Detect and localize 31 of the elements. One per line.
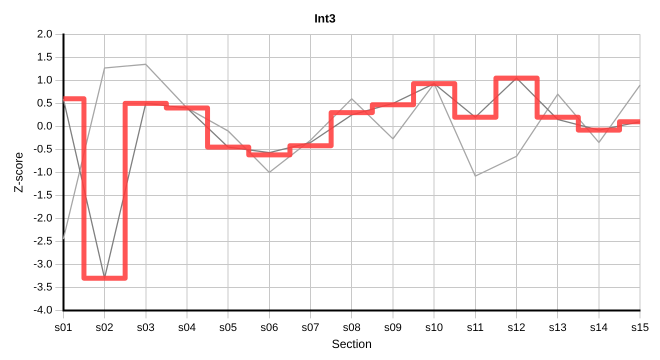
y-tick-label: 0.5 [37,97,52,110]
y-tick-label: -0.5 [33,143,52,156]
y-tick-label: -3.5 [33,281,52,294]
x-tick-label: s03 [136,322,155,334]
y-tick-label: -2.5 [33,235,52,248]
y-tick-label: -2.0 [33,212,52,224]
y-tick-label: -3.0 [33,258,52,270]
y-tick-label: -4.0 [33,304,52,316]
x-tick-label: s10 [425,322,444,334]
y-tick-label: -1.0 [33,166,52,178]
x-tick-label: s06 [260,322,278,334]
x-tick-label: s11 [466,322,484,334]
x-tick-label: s05 [219,322,238,334]
x-tick-label: s04 [178,322,196,334]
x-tick-label: s15 [631,322,650,334]
y-tick-label: 2.0 [37,28,52,40]
x-tick-label: s02 [96,322,114,334]
x-tick-label: s13 [548,322,567,334]
x-axis-title: Section [332,337,372,352]
y-tick-label: 1.0 [37,74,52,86]
y-tick-label: 1.5 [37,51,52,64]
x-tick-label: s01 [54,322,72,334]
y-tick-label: -1.5 [33,189,52,202]
y-tick-label: 0.0 [37,120,52,132]
x-tick-label: s08 [342,322,361,334]
chart-title: Int3 [314,12,336,26]
x-tick-label: s14 [590,322,608,334]
x-tick-label: s12 [508,322,526,334]
x-tick-label: s07 [302,322,320,334]
x-tick-label: s09 [384,322,402,334]
y-axis-title: Z-score [12,152,26,193]
